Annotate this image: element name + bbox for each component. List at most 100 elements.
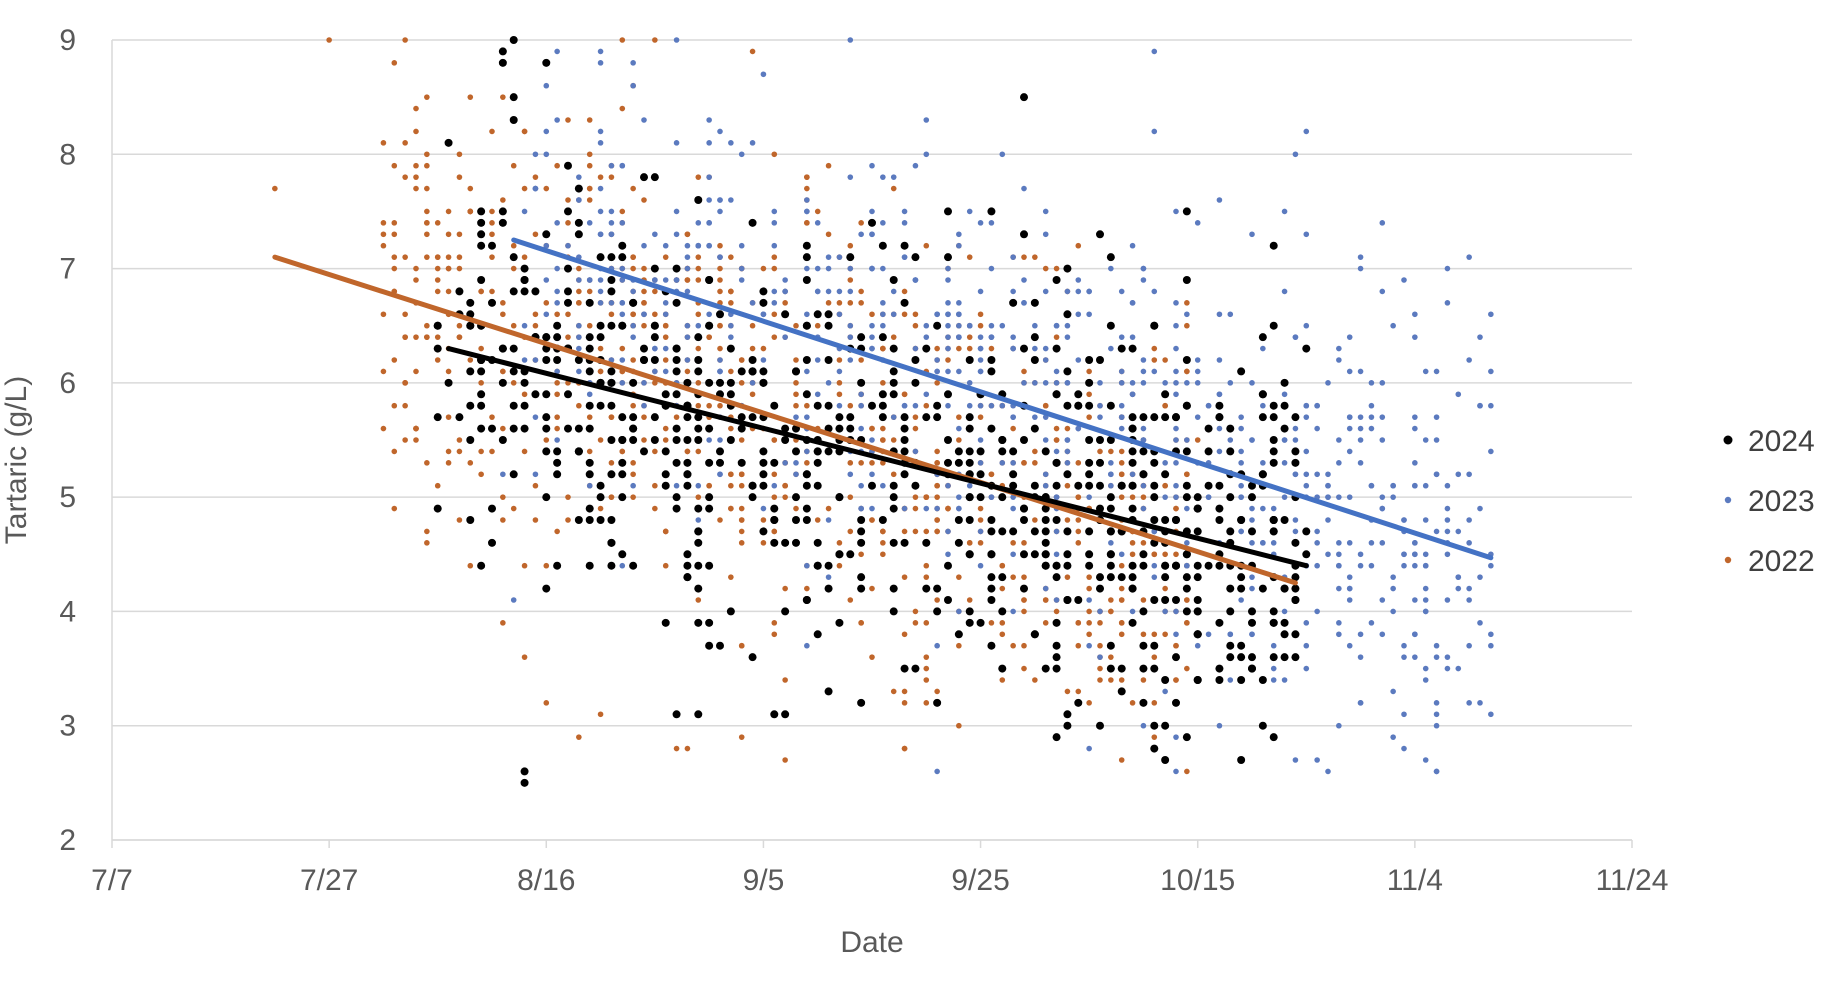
data-point [554,162,560,169]
data-point [835,413,844,422]
data-point [424,208,430,215]
data-point [858,425,864,432]
data-point [1118,677,1125,683]
data-point [869,471,875,478]
data-point [652,482,658,489]
data-point [684,265,691,272]
data-point [1086,700,1092,706]
data-point [1106,664,1115,673]
data-point [869,505,875,512]
data-point [1086,391,1092,398]
data-point [847,242,854,249]
data-point [912,277,919,283]
data-point [836,357,843,363]
data-point [880,311,886,318]
data-point [1150,321,1159,330]
data-point [1118,288,1125,295]
data-point [619,357,626,363]
data-point [728,334,734,340]
data-point [1042,345,1049,352]
data-point [532,517,539,523]
data-point [1009,298,1018,307]
data-point [802,241,811,250]
data-point [944,390,952,399]
data-point [695,220,702,226]
data-point [923,391,930,398]
data-point [1010,254,1016,260]
data-point [424,528,430,535]
data-point [804,562,810,569]
data-point [1129,471,1136,478]
data-point [923,677,930,683]
data-point [543,82,550,89]
data-point [804,185,810,192]
data-point [672,436,681,444]
data-point [1128,413,1137,422]
data-point [1032,677,1038,683]
data-point [1488,402,1494,409]
data-point [683,550,692,559]
data-point [1269,413,1278,422]
data-point [1042,357,1049,363]
data-point [1173,380,1179,386]
data-point [1097,608,1103,615]
data-point [923,151,930,158]
data-point [1021,300,1027,306]
data-point [1466,585,1472,592]
data-point [1150,413,1159,422]
data-point [1172,561,1180,570]
data-point [1205,402,1212,409]
data-point [542,356,551,364]
data-point [793,357,799,363]
data-point [1106,504,1115,513]
data-point [1162,357,1168,363]
data-point [1108,460,1114,466]
data-point [1193,596,1202,604]
data-point [1161,676,1170,684]
data-point [1108,677,1114,683]
data-point [564,390,572,399]
data-point [619,345,626,352]
data-point [1096,230,1104,239]
data-point [726,390,735,399]
data-point [413,277,419,283]
data-point [1258,721,1267,730]
data-point [1075,642,1082,649]
data-point [1118,425,1125,432]
data-point [1368,540,1375,546]
data-point [802,390,811,399]
data-point [923,117,930,123]
data-point [771,254,778,260]
data-point [1336,722,1342,729]
data-point [966,208,973,215]
data-point [1193,561,1202,570]
data-point [564,161,572,170]
data-point [998,527,1007,536]
data-point [717,368,723,375]
data-point [1302,550,1311,559]
data-point [597,505,604,512]
data-point [1281,677,1288,683]
data-point [771,334,778,340]
data-point [424,151,430,158]
data-point [728,197,734,203]
data-point [1162,631,1168,638]
data-point [869,437,875,443]
data-point [1151,700,1158,706]
data-point [976,447,985,456]
data-point [890,471,897,478]
data-point [1075,528,1082,535]
data-point [1215,504,1224,513]
data-point [705,458,714,467]
data-point [695,345,702,352]
data-point [738,151,745,158]
data-point [901,402,908,409]
data-point [1030,333,1039,342]
data-point [824,687,833,696]
legend-marker-2024 [1723,435,1733,445]
data-point [1194,368,1201,375]
data-point [1357,414,1364,420]
data-point [1357,368,1364,375]
data-point [1346,494,1353,500]
data-point [1064,574,1071,580]
